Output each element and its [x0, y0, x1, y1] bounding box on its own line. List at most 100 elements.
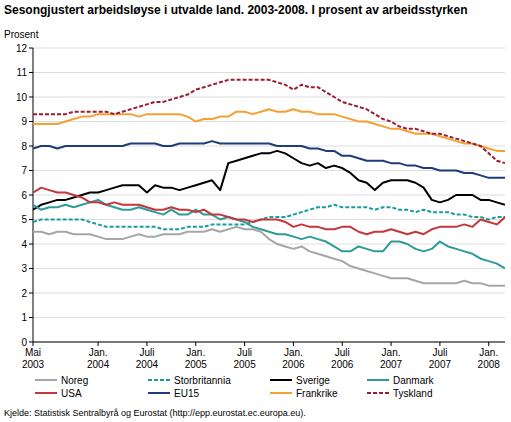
legend-item: EU15: [148, 388, 199, 399]
y-tick-label: 9: [21, 116, 27, 127]
legend-item: Frankrike: [270, 388, 338, 399]
x-tick: [439, 342, 440, 346]
x-tick-label-line: 2008: [478, 359, 501, 370]
y-tick-label: 10: [16, 92, 28, 103]
grid-line: [33, 293, 505, 294]
y-tick-label: 4: [21, 239, 27, 250]
x-tick-label: Jan.2007: [380, 347, 403, 370]
legend-swatch: [148, 379, 170, 381]
x-tick-label-line: Jan.: [284, 347, 303, 358]
legend-label: Frankrike: [296, 388, 338, 399]
legend-swatch: [367, 392, 389, 394]
y-tick-label: 8: [21, 141, 27, 152]
grid-line: [33, 195, 505, 196]
x-tick-label-line: 2003: [22, 359, 45, 370]
title: Sesongjustert arbeidsløyse i utvalde lan…: [4, 3, 468, 17]
y-tick: [29, 195, 33, 196]
legend-swatch: [35, 379, 57, 381]
y-tick: [29, 317, 33, 318]
x-tick: [391, 342, 392, 346]
x-tick: [488, 342, 489, 346]
legend-swatch: [148, 392, 170, 394]
x-tick-label: Juli2004: [136, 347, 159, 370]
x-axis: [33, 342, 505, 343]
series-line: [33, 80, 505, 163]
series-line: [33, 205, 505, 230]
x-tick-label-line: 2007: [380, 359, 403, 370]
x-tick-label-line: Jan.: [89, 347, 108, 358]
y-tick: [29, 268, 33, 269]
x-tick-label-line: 2004: [87, 359, 110, 370]
x-tick-label: Jan.2005: [185, 347, 208, 370]
y-tick: [29, 219, 33, 220]
x-tick: [146, 342, 147, 346]
series-line: [33, 227, 505, 286]
y-tick: [29, 97, 33, 98]
legend-label: Noreg: [61, 375, 88, 386]
y-tick-label: 5: [21, 214, 27, 225]
series-line: [33, 141, 505, 178]
legend-label: Sverige: [296, 375, 330, 386]
legend-swatch: [35, 392, 57, 394]
series-line: [33, 200, 505, 269]
x-tick-label: Jan.2006: [282, 347, 305, 370]
x-tick: [342, 342, 343, 346]
legend-item: Noreg: [35, 375, 88, 386]
legend-label: EU15: [174, 388, 199, 399]
y-tick: [29, 170, 33, 171]
x-tick: [98, 342, 99, 346]
x-tick: [293, 342, 294, 346]
grid-line: [33, 170, 505, 171]
y-tick: [29, 121, 33, 122]
x-tick-label-line: 2005: [185, 359, 208, 370]
y-tick-label: 1: [21, 312, 27, 323]
plot-area: [33, 80, 505, 286]
x-tick-label-line: Juli: [335, 347, 350, 358]
x-tick-label: Juli2007: [429, 347, 452, 370]
y-tick-label: 3: [21, 263, 27, 274]
grid-line: [33, 97, 505, 98]
grid-line: [33, 48, 505, 49]
y-tick: [29, 293, 33, 294]
x-tick-label: Juli2006: [331, 347, 354, 370]
y-tick: [29, 244, 33, 245]
x-tick-label-line: 2004: [136, 359, 159, 370]
x-tick-label-line: Juli: [432, 347, 447, 358]
legend-item: USA: [35, 388, 82, 399]
x-tick-label-line: 2006: [331, 359, 354, 370]
series-line: [33, 188, 505, 235]
y-tick-label: 7: [21, 165, 27, 176]
grid-line: [33, 72, 505, 73]
y-tick: [29, 146, 33, 147]
x-tick-label: Juli2005: [233, 347, 256, 370]
grid-line: [33, 244, 505, 245]
legend-item: Storbritannia: [148, 375, 231, 386]
x-tick-label-line: Jan.: [382, 347, 401, 358]
x-tick: [33, 342, 34, 346]
legend-item: Danmark: [367, 375, 435, 386]
legend-swatch: [270, 392, 292, 394]
x-tick: [244, 342, 245, 346]
legend-item: Tyskland: [367, 388, 432, 399]
grid-line: [33, 342, 505, 343]
x-tick-label-line: Jan.: [186, 347, 205, 358]
legend-swatch: [270, 379, 292, 381]
y-label: Prosent: [4, 29, 39, 40]
y-tick: [29, 48, 33, 49]
x-tick-label-line: Mai: [25, 347, 41, 358]
grid-line: [33, 317, 505, 318]
source: Kjelde: Statistisk Sentralbyrå og Eurost…: [4, 408, 306, 418]
x-tick-label-line: 2006: [282, 359, 305, 370]
chart: Sesongjustert arbeidsløyse i utvalde lan…: [0, 0, 511, 422]
x-tick-label-line: 2007: [429, 359, 452, 370]
legend-swatch: [367, 379, 389, 381]
legend-label: Storbritannia: [174, 375, 231, 386]
legend-label: Danmark: [393, 375, 435, 386]
x-tick-label-line: Juli: [237, 347, 252, 358]
y-tick-label: 6: [21, 190, 27, 201]
y-tick-label: 0: [21, 337, 27, 348]
y-tick-label: 11: [17, 67, 28, 78]
legend-label: Tyskland: [393, 388, 432, 399]
x-tick: [195, 342, 196, 346]
grid-line: [33, 268, 505, 269]
